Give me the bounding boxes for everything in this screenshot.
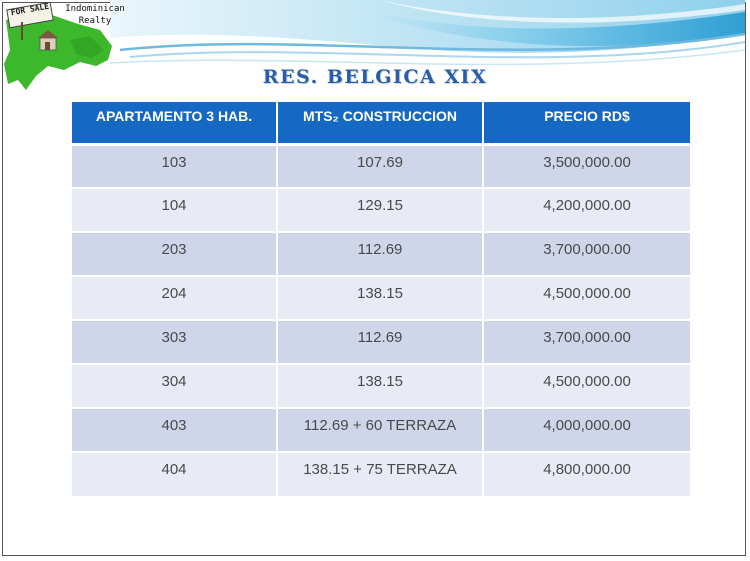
table-header-row: APARTAMENTO 3 HAB. MTS₂ CONSTRUCCION PRE… (72, 102, 690, 144)
cell-price: 4,200,000.00 (483, 187, 690, 232)
cell-area: 107.69 (277, 142, 484, 188)
header-area: MTS₂ CONSTRUCCION (277, 102, 484, 144)
cell-unit: 403 (72, 407, 278, 452)
header-banner: FOR SALE Indominican Realty RES. BELGICA… (0, 0, 750, 100)
cell-area: 112.69 (277, 231, 484, 276)
table-row: 203 112.69 3,700,000.00 (72, 231, 690, 276)
page-title: RES. BELGICA XIX (262, 66, 488, 88)
cell-price: 4,000,000.00 (483, 407, 690, 452)
cell-price: 3,700,000.00 (483, 231, 690, 276)
cell-area: 129.15 (277, 187, 484, 232)
cell-unit: 204 (72, 275, 278, 320)
cell-unit: 404 (72, 451, 278, 496)
cell-area: 138.15 (277, 275, 484, 320)
table-row: 303 112.69 3,700,000.00 (72, 319, 690, 364)
cell-unit: 104 (72, 187, 278, 232)
table-row: 304 138.15 4,500,000.00 (72, 363, 690, 408)
cell-unit: 103 (72, 142, 278, 188)
cell-price: 4,500,000.00 (483, 275, 690, 320)
brand-logo-text: Indominican Realty (62, 3, 128, 27)
table-row: 104 129.15 4,200,000.00 (72, 187, 690, 232)
table-row: 404 138.15 + 75 TERRAZA 4,800,000.00 (72, 451, 690, 496)
wave-swoosh-graphic (109, 0, 746, 66)
cell-price: 4,500,000.00 (483, 363, 690, 408)
cell-area: 112.69 + 60 TERRAZA (277, 407, 484, 452)
header-unit: APARTAMENTO 3 HAB. (72, 102, 278, 144)
cell-unit: 303 (72, 319, 278, 364)
cell-price: 4,800,000.00 (483, 451, 690, 496)
cell-area: 138.15 (277, 363, 484, 408)
cell-price: 3,500,000.00 (483, 142, 690, 188)
cell-area: 112.69 (277, 319, 484, 364)
cell-unit: 203 (72, 231, 278, 276)
table-row: 103 107.69 3,500,000.00 (72, 142, 690, 188)
cell-unit: 304 (72, 363, 278, 408)
cell-price: 3,700,000.00 (483, 319, 690, 364)
header-price: PRECIO RD$ (483, 102, 690, 144)
table-row: 204 138.15 4,500,000.00 (72, 275, 690, 320)
brand-name-line1: Indominican (65, 4, 125, 14)
table-row: 403 112.69 + 60 TERRAZA 4,000,000.00 (72, 407, 690, 452)
brand-name-line2: Realty (78, 16, 112, 26)
map-logo-graphic (4, 1, 112, 90)
cell-area: 138.15 + 75 TERRAZA (277, 451, 484, 496)
price-table: APARTAMENTO 3 HAB. MTS₂ CONSTRUCCION PRE… (72, 102, 690, 496)
